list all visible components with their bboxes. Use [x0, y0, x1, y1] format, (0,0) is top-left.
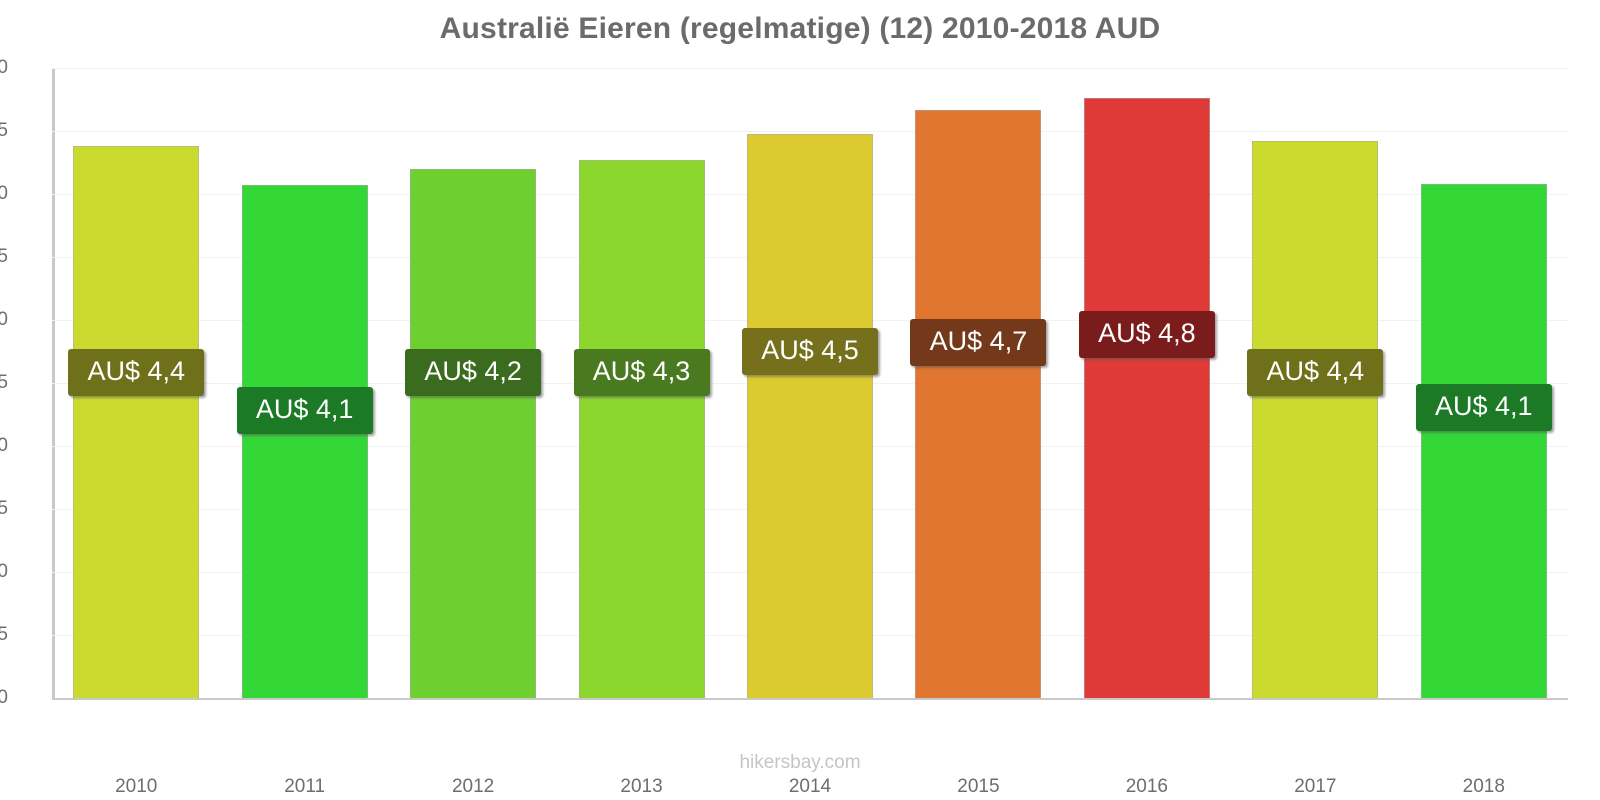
y-axis-tick-label: 5.0	[0, 57, 8, 78]
x-axis-tick-label-2012: 2012	[451, 776, 495, 797]
y-axis-tick-label: 0	[0, 687, 8, 708]
y-axis-tick-label: 4.0	[0, 183, 8, 204]
y-axis-tick-label: 0.5	[0, 624, 8, 645]
plot-area: 0 0.5 1.0 1.5 2.0 2.5 3.0 3.5 4.0 4.5 5.0 2010 AU$ 4…	[0, 57, 1568, 797]
y-axis-tick-label: 1.0	[0, 561, 8, 582]
footer-credit: hikersbay.com	[739, 752, 861, 773]
y-axis-tick-label: 1.5	[0, 498, 8, 519]
bar-value-label-2015: AU$ 4,7	[910, 318, 1047, 366]
bar-value-label-2013: AU$ 4,3	[573, 348, 710, 396]
x-axis-tick-label-2010: 2010	[115, 776, 158, 797]
bar-2017[interactable]	[1252, 141, 1379, 698]
bar-2010[interactable]	[73, 146, 200, 698]
x-axis-tick-label-2015: 2015	[957, 776, 1000, 797]
x-axis-tick-label-2018: 2018	[1462, 776, 1505, 797]
bar-2016[interactable]	[1083, 98, 1210, 698]
bar-2012[interactable]	[410, 168, 537, 698]
bar-value-label-2014: AU$ 4,5	[742, 327, 878, 375]
bar-value-label-2010: AU$ 4,4	[68, 348, 205, 396]
bar-2018[interactable]	[1420, 183, 1547, 698]
bar-value-label-2017: AU$ 4,4	[1247, 348, 1384, 396]
x-axis-tick-label-2016: 2016	[1125, 776, 1169, 797]
bar-2014[interactable]	[747, 133, 873, 698]
bar-value-label-2018: AU$ 4,1	[1415, 384, 1552, 432]
bar-value-label-2012: AU$ 4,2	[405, 348, 542, 396]
y-axis-tick-label: 3.0	[0, 309, 8, 330]
gridline-0	[52, 698, 1568, 700]
y-axis-tick-label: 2.0	[0, 435, 8, 456]
gridline-5.0	[52, 68, 1568, 69]
chart-title: Australië Eieren (regelmatige) (12) 2010…	[439, 12, 1161, 45]
x-axis-tick-label-2014: 2014	[788, 776, 832, 797]
y-axis-tick-label: 2.5	[0, 372, 8, 393]
gridline-4.5	[52, 131, 1568, 132]
x-axis-tick-label-2013: 2013	[620, 776, 663, 797]
y-axis-tick-label: 4.5	[0, 120, 8, 141]
bar-2015[interactable]	[915, 109, 1042, 698]
bar-2013[interactable]	[578, 159, 705, 698]
bar-value-label-2011: AU$ 4,1	[236, 386, 373, 434]
x-axis-tick-label-2011: 2011	[284, 776, 326, 797]
bar-2011[interactable]	[241, 185, 368, 698]
x-axis-tick-label-2017: 2017	[1294, 776, 1337, 797]
y-axis-tick-label: 3.5	[0, 246, 8, 267]
bar-value-label-2016: AU$ 4,8	[1078, 311, 1215, 359]
